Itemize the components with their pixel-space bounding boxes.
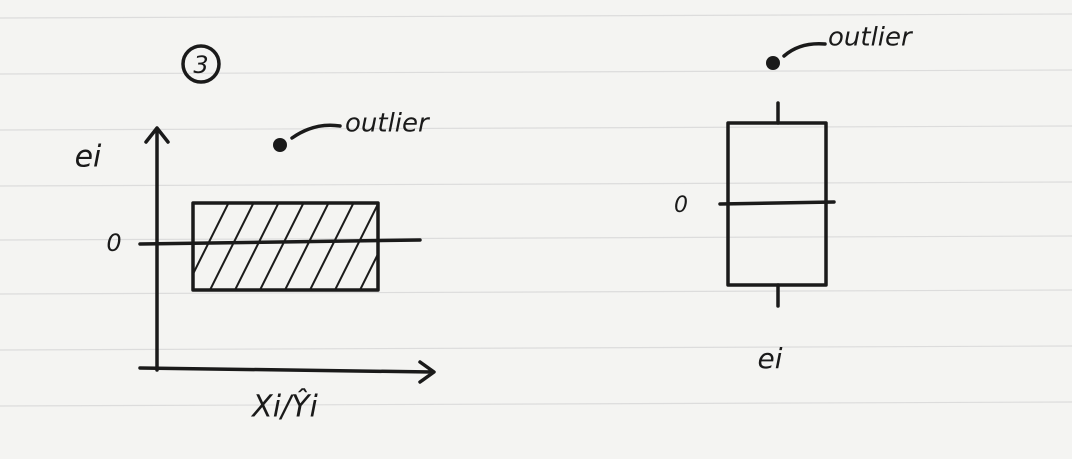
outlier-point xyxy=(273,138,287,152)
outlier-label: outlier xyxy=(345,109,431,139)
hatching xyxy=(194,204,377,289)
outlier-label: outlier xyxy=(828,23,914,53)
boxplot: outlier 0 ei xyxy=(674,23,914,376)
outlier-pointer xyxy=(290,123,342,140)
outlier-point xyxy=(766,56,780,70)
zero-label: 0 xyxy=(674,193,688,218)
y-axis xyxy=(144,126,170,372)
residual-plot: 3 ei 0 outlier Xi/Ŷi xyxy=(75,44,436,425)
axis-label: ei xyxy=(757,342,782,375)
number-circle xyxy=(181,44,221,84)
zero-label: 0 xyxy=(106,229,121,257)
x-label: Xi/Ŷi xyxy=(250,388,318,425)
zero-line xyxy=(138,238,422,246)
section-number: 3 xyxy=(193,51,208,79)
median-line xyxy=(718,200,836,206)
x-axis xyxy=(138,360,436,384)
outlier-pointer xyxy=(782,42,827,58)
y-label: ei xyxy=(75,140,102,175)
paper-rules xyxy=(0,13,1072,407)
residual-band xyxy=(191,201,380,292)
